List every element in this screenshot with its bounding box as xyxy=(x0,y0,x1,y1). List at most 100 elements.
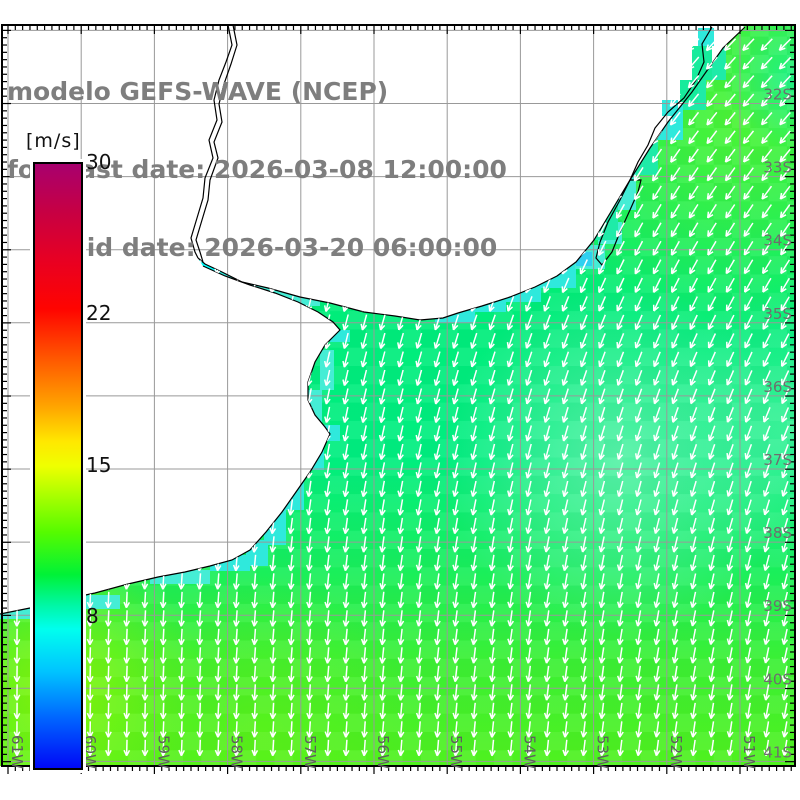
latitude-label: 36S xyxy=(763,378,792,396)
wave-arrow xyxy=(632,56,645,70)
wave-arrow xyxy=(196,480,204,498)
longitude-label: 60W xyxy=(81,735,99,769)
wave-arrow xyxy=(689,462,697,479)
wave-arrow xyxy=(763,554,770,571)
wave-arrow xyxy=(724,130,736,145)
coastline-path xyxy=(190,24,233,259)
wave-arrow xyxy=(781,573,789,590)
wave-arrow xyxy=(561,499,569,516)
wave-arrow xyxy=(104,591,112,609)
wave-arrow xyxy=(524,92,534,108)
wave-arrow xyxy=(580,665,588,683)
wave-arrow xyxy=(670,240,680,256)
wave-arrow xyxy=(578,130,589,145)
wave-arrow xyxy=(598,351,606,368)
wave-arrow xyxy=(708,665,716,683)
wave-arrow xyxy=(651,148,663,163)
wave-arrow xyxy=(305,480,313,498)
wave-arrow xyxy=(671,462,679,479)
wave-arrow xyxy=(560,56,571,71)
wave-arrow xyxy=(159,499,167,516)
wave-arrow xyxy=(779,167,791,182)
wave-arrow xyxy=(470,647,478,664)
wave-arrow xyxy=(324,591,332,609)
wave-arrow xyxy=(726,407,734,423)
wave-arrow xyxy=(690,702,697,720)
wave-arrow xyxy=(689,480,697,497)
wave-arrow xyxy=(470,443,477,461)
wave-arrow xyxy=(525,480,532,498)
wave-arrow xyxy=(742,38,755,52)
wave-arrow xyxy=(141,332,148,350)
wave-arrow xyxy=(688,167,699,182)
wave-arrow xyxy=(635,591,642,609)
wave-arrow xyxy=(123,610,131,627)
wave-arrow xyxy=(452,647,460,664)
wave-arrow xyxy=(744,499,752,516)
wave-arrow xyxy=(379,610,387,627)
wave-arrow xyxy=(524,129,534,145)
wave-arrow xyxy=(763,573,770,590)
wave-arrow xyxy=(360,536,368,553)
wave-arrow xyxy=(560,129,571,145)
wave-arrow xyxy=(122,369,130,387)
wave-arrow xyxy=(488,610,496,627)
wave-arrow xyxy=(105,702,112,720)
wave-arrow xyxy=(141,610,149,627)
wave-arrow xyxy=(614,74,626,89)
wave-arrow xyxy=(415,665,423,683)
wave-arrow xyxy=(763,721,771,738)
wave-arrow xyxy=(543,702,551,720)
wave-arrow xyxy=(360,462,368,479)
wave-arrow xyxy=(616,333,625,349)
wave-arrow xyxy=(305,573,313,590)
wave-arrow xyxy=(579,296,588,312)
wave-arrow xyxy=(543,240,552,257)
wave-arrow xyxy=(287,665,295,683)
wave-arrow xyxy=(561,185,571,201)
wave-arrow xyxy=(579,351,588,368)
wave-arrow xyxy=(232,591,240,609)
wave-arrow xyxy=(342,610,350,627)
wave-arrow xyxy=(269,628,277,646)
wave-arrow xyxy=(525,443,532,460)
wave-arrow xyxy=(652,277,662,293)
wave-arrow xyxy=(86,517,94,535)
wave-arrow xyxy=(543,443,551,460)
wave-arrow xyxy=(778,56,792,70)
wave-arrow xyxy=(123,425,130,442)
wave-arrow xyxy=(543,277,552,294)
wave-arrow xyxy=(634,406,643,423)
wave-arrow xyxy=(489,665,496,683)
wave-arrow xyxy=(598,628,606,646)
wave-arrow xyxy=(507,536,514,553)
wave-arrow xyxy=(690,684,697,701)
wave-arrow xyxy=(324,554,332,572)
wave-arrow xyxy=(744,314,753,330)
wave-arrow xyxy=(761,167,773,182)
wave-arrow xyxy=(452,406,459,423)
wave-arrow xyxy=(13,628,21,646)
wave-arrow xyxy=(671,480,679,497)
wave-arrow xyxy=(706,203,717,219)
wave-arrow xyxy=(251,554,258,572)
wave-arrow xyxy=(287,369,295,387)
longitude-label: 58W xyxy=(228,735,246,769)
wave-arrow xyxy=(415,554,423,572)
wave-arrow xyxy=(433,554,441,572)
wave-arrow xyxy=(360,554,368,572)
wave-arrow xyxy=(104,369,112,387)
wave-arrow xyxy=(104,684,112,701)
wave-arrow xyxy=(488,499,496,516)
wave-arrow xyxy=(488,684,496,701)
wave-arrow xyxy=(452,425,459,442)
wave-arrow xyxy=(269,647,277,664)
wave-arrow xyxy=(598,573,606,590)
wave-arrow xyxy=(562,702,570,720)
wave-arrow xyxy=(669,56,681,70)
wave-arrow xyxy=(671,351,680,368)
wave-arrow xyxy=(561,332,570,349)
coastal-cell xyxy=(505,278,541,302)
wave-arrow xyxy=(507,702,515,720)
wave-arrow xyxy=(560,148,571,164)
